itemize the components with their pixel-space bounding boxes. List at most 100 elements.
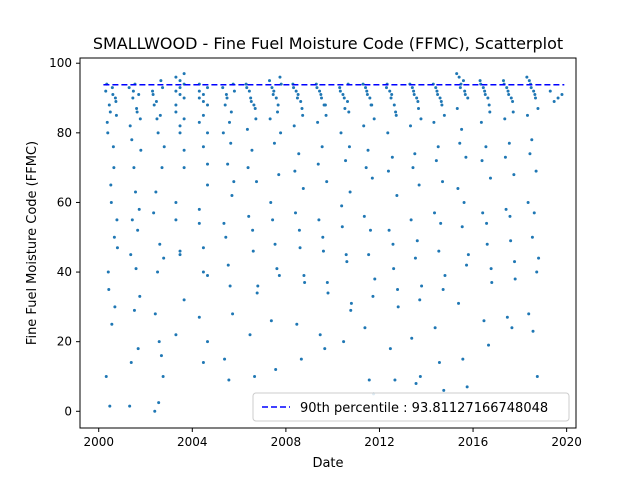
data-point: [232, 180, 236, 184]
data-point: [268, 79, 272, 83]
data-point: [253, 374, 257, 378]
data-point: [432, 120, 436, 124]
data-point: [245, 86, 249, 90]
data-point: [111, 145, 115, 149]
data-point: [108, 404, 112, 408]
data-point: [292, 86, 296, 90]
data-point: [232, 89, 236, 93]
data-point: [201, 246, 205, 250]
data-point: [482, 319, 486, 323]
data-point: [409, 218, 413, 222]
data-point: [387, 228, 391, 232]
data-point: [373, 277, 377, 281]
data-point: [388, 347, 392, 351]
data-point: [510, 326, 514, 330]
data-point: [276, 110, 280, 114]
data-point: [131, 89, 135, 93]
data-point: [298, 246, 302, 250]
data-point: [273, 242, 277, 246]
plot-frame: [79, 57, 577, 429]
data-point: [393, 378, 397, 382]
data-point: [386, 169, 390, 173]
data-point: [415, 239, 419, 243]
data-point: [295, 96, 299, 100]
data-point: [317, 218, 321, 222]
y-axis: 0 20 40 60 80 100: [49, 56, 80, 418]
data-point: [135, 106, 139, 110]
data-point: [488, 110, 492, 114]
data-point: [367, 378, 371, 382]
data-point: [227, 120, 231, 124]
data-point: [488, 176, 492, 180]
data-point: [174, 89, 178, 93]
data-point: [410, 336, 414, 340]
data-point: [206, 162, 210, 166]
data-point: [113, 305, 117, 309]
data-point: [174, 75, 178, 79]
data-point: [369, 103, 373, 107]
data-point: [197, 207, 201, 211]
data-point: [384, 86, 388, 90]
data-point: [366, 148, 370, 152]
data-point: [342, 340, 346, 344]
x-tick-label: 2000: [83, 435, 114, 449]
data-point: [206, 131, 210, 135]
data-point: [346, 100, 349, 104]
data-point: [461, 357, 465, 361]
data-point: [206, 183, 210, 187]
data-point: [372, 117, 376, 121]
data-point: [321, 235, 325, 239]
data-point: [507, 93, 511, 97]
data-point: [292, 124, 296, 128]
data-point: [274, 96, 278, 100]
data-point: [295, 322, 299, 326]
data-point: [342, 96, 346, 100]
data-point: [299, 100, 303, 104]
data-point: [279, 82, 283, 86]
data-point: [156, 131, 160, 135]
legend-box: [252, 392, 570, 422]
data-point: [178, 124, 182, 128]
data-point: [440, 103, 444, 107]
data-point: [108, 110, 112, 114]
data-point: [155, 117, 159, 121]
data-point: [316, 162, 320, 166]
data-point: [458, 141, 462, 145]
x-tick-label: 2020: [551, 435, 582, 449]
data-point: [154, 100, 158, 104]
data-point: [527, 312, 531, 316]
data-point: [439, 221, 443, 225]
data-point: [271, 218, 275, 222]
data-point: [178, 131, 182, 135]
data-point: [483, 89, 487, 93]
data-point: [465, 263, 469, 267]
data-point: [415, 96, 419, 100]
data-point: [410, 86, 414, 90]
data-point: [439, 100, 443, 104]
data-point: [503, 155, 507, 159]
data-point: [104, 89, 108, 93]
data-point: [115, 218, 119, 222]
data-point: [390, 155, 394, 159]
data-point: [436, 145, 440, 149]
data-point: [509, 239, 513, 243]
data-point: [129, 361, 133, 365]
data-point: [394, 113, 398, 117]
data-point: [533, 96, 537, 100]
data-point: [392, 103, 396, 107]
data-point: [162, 256, 166, 260]
data-point: [509, 96, 513, 100]
data-point: [465, 385, 469, 389]
data-point: [111, 93, 115, 97]
data-point: [158, 113, 162, 117]
data-point: [303, 281, 307, 285]
data-point: [457, 75, 461, 79]
data-point: [364, 166, 368, 170]
data-point: [152, 103, 156, 107]
data-point: [485, 221, 489, 225]
data-point: [224, 235, 228, 239]
data-point: [485, 242, 489, 246]
data-point: [364, 86, 368, 90]
data-point: [344, 253, 348, 257]
